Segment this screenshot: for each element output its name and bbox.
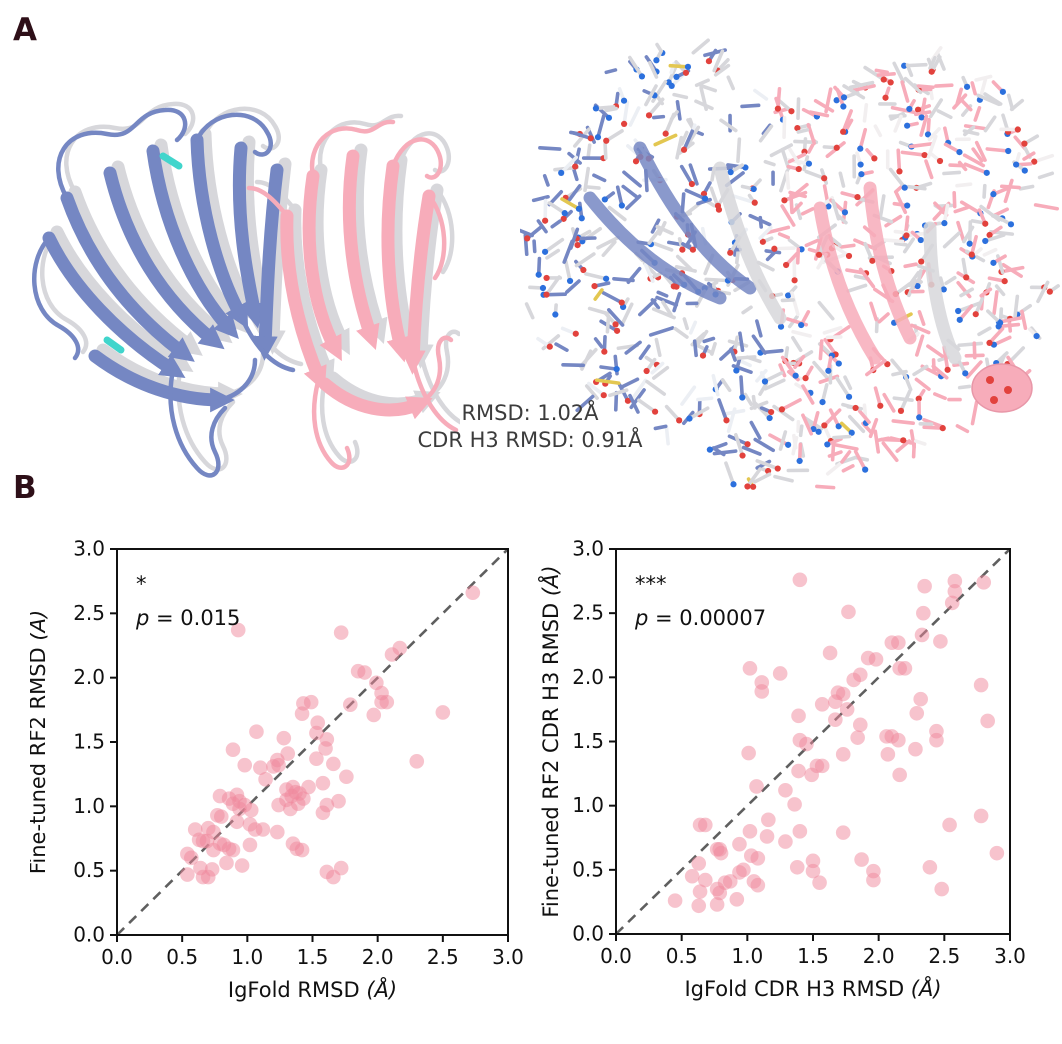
svg-text:1.0: 1.0 — [572, 793, 604, 817]
svg-text:0.0: 0.0 — [572, 922, 604, 946]
x-axis-label: IgFold CDR H3 RMSD (Å) — [684, 975, 941, 1001]
rmsd-annotation: RMSD: 1.02Å CDR H3 RMSD: 0.91Å — [368, 400, 692, 454]
svg-text:2.0: 2.0 — [572, 665, 604, 689]
x-axis-label: IgFold RMSD (Å) — [228, 976, 397, 1002]
p-value-label: p = 0.00007 — [634, 606, 766, 630]
svg-text:0.5: 0.5 — [166, 945, 198, 969]
svg-text:3.0: 3.0 — [572, 537, 604, 561]
svg-text:1.0: 1.0 — [73, 794, 105, 818]
svg-text:3.0: 3.0 — [492, 945, 524, 969]
svg-text:1.5: 1.5 — [73, 730, 105, 754]
svg-text:0.0: 0.0 — [101, 945, 133, 969]
y-axis-label: Fine-tuned RF2 CDR H3 RMSD (Å) — [537, 565, 563, 917]
y-axis: 0.0 0.5 1.0 1.5 2.0 2.5 3.0 — [73, 537, 117, 947]
svg-text:2.0: 2.0 — [863, 944, 895, 968]
svg-text:0.5: 0.5 — [572, 857, 604, 881]
svg-text:1.5: 1.5 — [572, 729, 604, 753]
p-value-label: p = 0.015 — [135, 606, 240, 630]
svg-text:0.0: 0.0 — [73, 923, 105, 947]
cdr-h3-rmsd-value: CDR H3 RMSD: 0.91Å — [417, 428, 643, 452]
stick-structure-figure — [520, 38, 1060, 490]
light-chain-ribbon — [246, 119, 459, 470]
svg-text:1.0: 1.0 — [731, 944, 763, 968]
heavy-chain-ribbon — [32, 107, 296, 478]
svg-text:3.0: 3.0 — [73, 537, 105, 561]
svg-text:0.0: 0.0 — [600, 944, 632, 968]
scatter-plot-cdr-h3-rmsd: 0.0 0.5 1.0 1.5 2.0 2.5 3.0 0.0 0.5 1.0 1.5 2.0 2.5 3… — [537, 537, 1026, 1002]
svg-text:2.5: 2.5 — [73, 601, 105, 625]
svg-text:2.0: 2.0 — [73, 665, 105, 689]
svg-text:0.5: 0.5 — [73, 858, 105, 882]
svg-text:2.0: 2.0 — [362, 945, 394, 969]
x-axis: 0.0 0.5 1.0 1.5 2.0 2.5 3.0 — [101, 935, 524, 969]
panel-a-label: A — [13, 12, 38, 48]
cartoon-structure-figure — [32, 101, 460, 478]
svg-text:1.5: 1.5 — [797, 944, 829, 968]
x-axis: 0.0 0.5 1.0 1.5 2.0 2.5 3.0 — [600, 934, 1026, 968]
significance-stars: *** — [635, 572, 667, 596]
embedded-ribbons — [583, 141, 962, 365]
plot-frame — [615, 548, 1011, 935]
significance-stars: * — [136, 572, 147, 596]
helix-detail — [971, 363, 1033, 413]
svg-text:3.0: 3.0 — [994, 944, 1026, 968]
scatter-plot-rmsd: 0.0 0.5 1.0 1.5 2.0 2.5 3.0 0.0 0.5 1.0 1.5 2.0 2.5 3… — [30, 537, 524, 1003]
cyan-accents — [103, 152, 183, 354]
svg-text:1.5: 1.5 — [297, 945, 329, 969]
panel-b-label: B — [13, 470, 38, 506]
plot-frame — [116, 548, 509, 936]
svg-text:1.0: 1.0 — [231, 945, 263, 969]
data-points — [180, 585, 481, 885]
y-axis-label: Fine-tuned RF2 RMSD (Å) — [30, 610, 50, 874]
svg-text:2.5: 2.5 — [928, 944, 960, 968]
svg-text:2.5: 2.5 — [427, 945, 459, 969]
svg-text:2.5: 2.5 — [572, 601, 604, 625]
svg-text:0.5: 0.5 — [666, 944, 698, 968]
data-points — [667, 572, 1005, 914]
rmsd-value: RMSD: 1.02Å — [461, 401, 599, 425]
y-axis: 0.0 0.5 1.0 1.5 2.0 2.5 3.0 — [572, 537, 616, 946]
